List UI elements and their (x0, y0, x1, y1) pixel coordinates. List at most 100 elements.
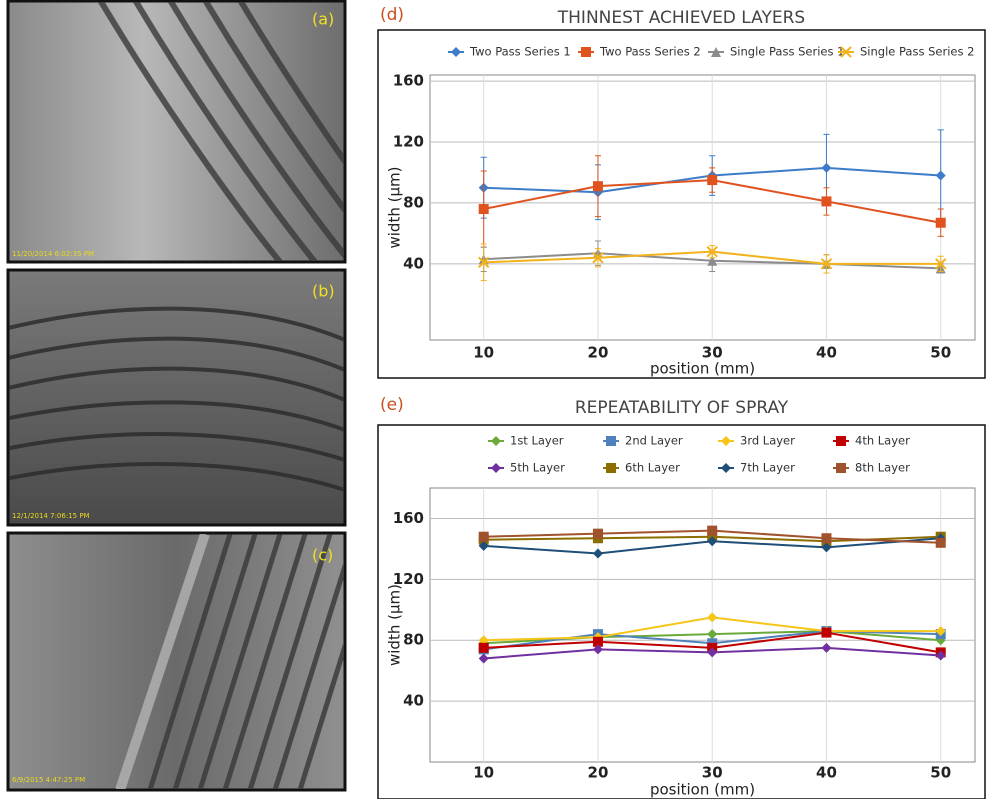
legend-label: 4th Layer (855, 434, 910, 448)
panel-label: (e) (380, 395, 404, 415)
marker (707, 536, 718, 547)
marker (707, 612, 718, 623)
marker (820, 258, 833, 270)
marker (451, 47, 461, 57)
x-tick-label: 10 (473, 764, 494, 782)
marker (935, 537, 946, 548)
marker (707, 647, 718, 658)
marker (592, 636, 603, 647)
marker (477, 256, 490, 269)
x-axis-title: position (mm) (650, 781, 755, 799)
y-tick-label: 40 (403, 254, 424, 272)
marker (836, 436, 846, 446)
marker (592, 548, 603, 559)
y-tick-label: 80 (403, 631, 424, 649)
y-tick-label: 80 (403, 193, 424, 211)
marker (821, 542, 832, 553)
marker (840, 46, 852, 58)
legend-label: Single Pass Series 2 (860, 45, 974, 59)
marker (707, 629, 718, 640)
chart-frame (377, 424, 986, 799)
marker (821, 162, 832, 173)
timestamp: 11/20/2014 6:02:35 PM (12, 250, 94, 258)
legend-label: 1st Layer (510, 434, 564, 448)
legend-label: Two Pass Series 2 (599, 45, 701, 59)
marker (592, 181, 603, 192)
image-label: (b) (312, 282, 335, 301)
legend-label: 2nd Layer (625, 434, 683, 448)
image-b: (b) 12/1/2014 7:06:15 PM (6, 268, 347, 527)
x-tick-label: 10 (473, 344, 494, 362)
timestamp: 12/1/2014 7:06:15 PM (12, 512, 90, 520)
legend-label: 6th Layer (625, 461, 680, 475)
timestamp: 6/9/2015 4:47:25 PM (12, 776, 85, 784)
marker (478, 642, 489, 653)
marker (836, 463, 846, 473)
image-c: (c) 6/9/2015 4:47:25 PM (6, 531, 347, 792)
marker (821, 627, 832, 638)
marker (821, 196, 832, 207)
marker (935, 650, 946, 661)
marker (935, 258, 947, 270)
x-tick-label: 20 (588, 764, 609, 782)
marker (935, 626, 946, 637)
marker (606, 436, 616, 446)
marker (821, 642, 832, 653)
marker (935, 217, 946, 228)
marker (592, 252, 604, 264)
marker (478, 653, 489, 664)
legend-label: Single Pass Series 1 (730, 45, 844, 59)
image-label: (c) (312, 546, 333, 565)
x-tick-label: 30 (702, 764, 723, 782)
marker (707, 255, 718, 266)
marker (478, 204, 489, 215)
plot-area (429, 487, 976, 763)
marker (592, 644, 603, 655)
panel-label: (d) (380, 5, 404, 25)
image-a: (a) 11/20/2014 6:02:35 PM (6, 0, 347, 264)
chart-title: REPEATABILITY OF SPRAY (575, 398, 789, 418)
y-axis-title: width (µm) (386, 584, 404, 666)
y-tick-label: 120 (393, 133, 424, 151)
chart: (d) THINNEST ACHIEVED LAYERS 40 80 120 160 10 2… (377, 5, 986, 379)
marker (478, 540, 489, 551)
marker (711, 47, 721, 57)
legend-label: 8th Layer (855, 461, 910, 475)
marker (478, 635, 489, 646)
marker (581, 47, 591, 57)
image-label: (a) (312, 10, 334, 29)
plot-area (429, 74, 976, 341)
marker (721, 463, 731, 473)
x-tick-label: 50 (930, 344, 951, 362)
x-axis-title: position (mm) (650, 360, 755, 378)
marker (478, 531, 489, 542)
marker (592, 528, 603, 539)
marker (935, 170, 946, 181)
marker (706, 245, 718, 258)
chart: (e) REPEATABILITY OF SPRAY 40 80 120 160 10 20 3… (377, 395, 986, 799)
marker (721, 436, 731, 446)
marker (707, 175, 718, 186)
legend-label: 7th Layer (740, 461, 795, 475)
legend-label: Two Pass Series 1 (469, 45, 571, 59)
y-tick-label: 160 (393, 509, 424, 527)
marker (821, 533, 832, 544)
x-tick-label: 50 (930, 764, 951, 782)
marker (491, 436, 501, 446)
marker (491, 463, 501, 473)
x-tick-label: 40 (816, 344, 837, 362)
y-tick-label: 40 (403, 692, 424, 710)
legend-label: 5th Layer (510, 461, 565, 475)
x-tick-label: 20 (588, 344, 609, 362)
marker (606, 463, 616, 473)
marker (707, 525, 718, 536)
chart-frame (377, 29, 986, 379)
y-tick-label: 160 (393, 72, 424, 90)
y-axis-title: width (µm) (386, 167, 404, 249)
legend-label: 3rd Layer (740, 434, 795, 448)
y-tick-label: 120 (393, 570, 424, 588)
x-tick-label: 30 (702, 344, 723, 362)
chart-title: THINNEST ACHIEVED LAYERS (557, 8, 805, 28)
x-tick-label: 40 (816, 764, 837, 782)
